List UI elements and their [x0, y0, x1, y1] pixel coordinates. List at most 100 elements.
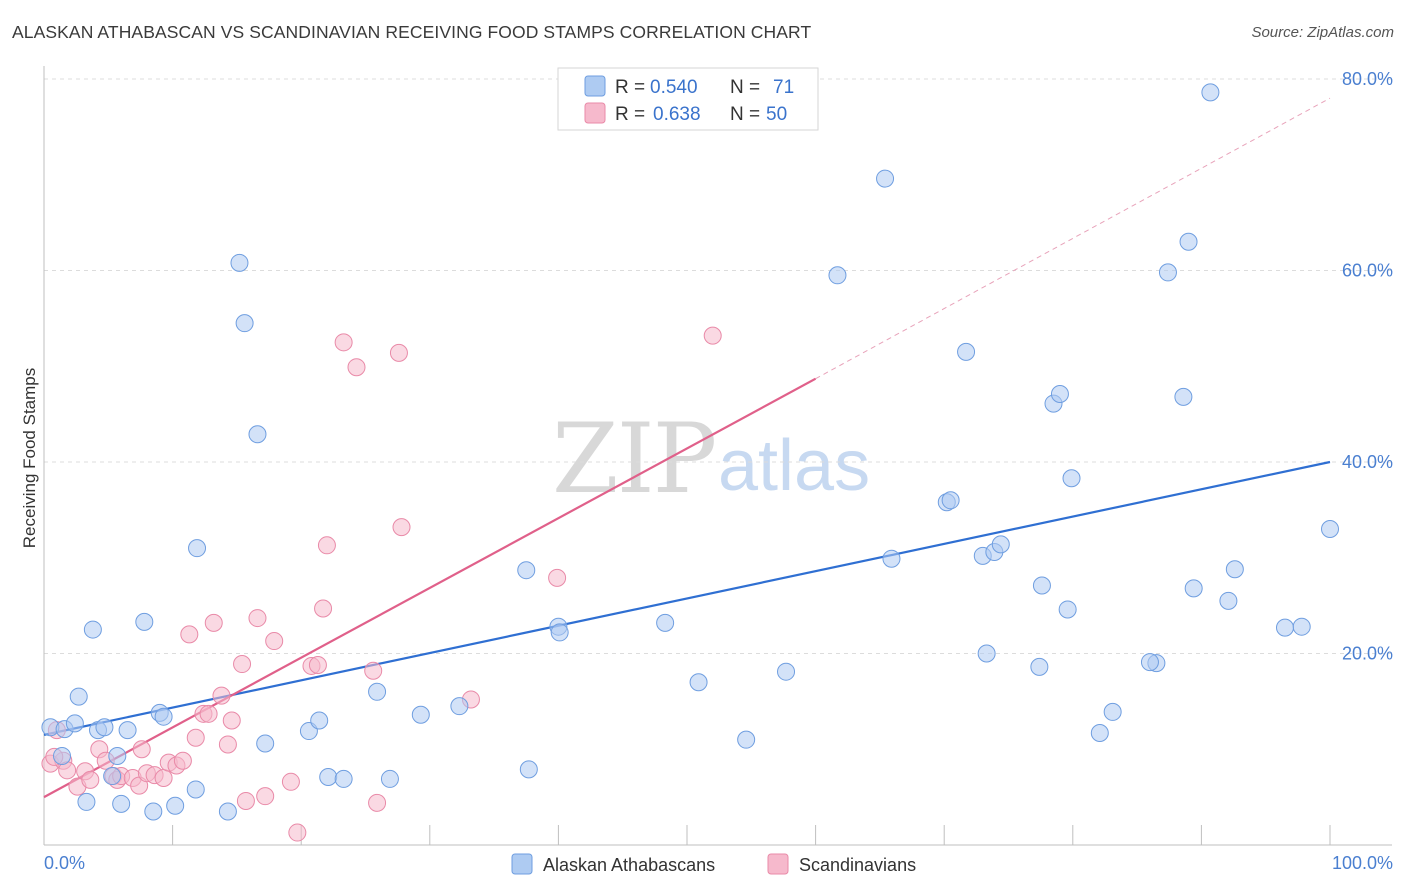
legend-n-value: 50	[766, 104, 787, 125]
legend-r-label: R =	[615, 77, 645, 98]
data-point-pink	[199, 704, 218, 723]
data-point-pink	[218, 735, 237, 754]
bottom-legend-label-athabascans: Alaskan Athabascans	[543, 855, 715, 875]
data-point-blue	[1225, 560, 1244, 579]
data-point-pink	[703, 326, 722, 345]
tick-labels: 20.0% 40.0% 60.0% 80.0% 0.0% 100.0%	[44, 69, 1393, 873]
data-point-pink	[212, 686, 231, 705]
data-point-pink	[204, 613, 223, 632]
data-point-blue	[1103, 702, 1122, 721]
watermark: ZIP atlas	[552, 403, 870, 515]
data-point-pink	[314, 599, 333, 618]
data-point-blue	[166, 796, 185, 815]
data-point-blue	[876, 169, 895, 188]
watermark-atlas: atlas	[718, 426, 870, 506]
data-point-blue	[186, 780, 205, 799]
series-legend: Alaskan Athabascans Scandinavians	[511, 853, 916, 875]
data-point-blue	[248, 425, 267, 444]
data-point-blue	[737, 730, 756, 749]
data-point-blue	[656, 613, 675, 632]
data-point-blue	[1140, 653, 1159, 672]
data-point-blue	[1158, 263, 1177, 282]
data-point-blue	[1062, 469, 1081, 488]
data-point-blue	[95, 718, 114, 737]
watermark-zip: ZIP	[552, 403, 715, 515]
y-axis-title: Receiving Food Stamps	[20, 368, 39, 548]
data-point-blue	[957, 342, 976, 361]
y-tick-label: 80.0%	[1342, 69, 1393, 89]
data-point-blue	[519, 760, 538, 779]
data-point-blue	[368, 682, 387, 701]
data-point-blue	[1219, 591, 1238, 610]
data-point-blue	[882, 549, 901, 568]
legend-swatch-blue	[584, 75, 606, 97]
data-point-pink	[132, 740, 151, 759]
legend-n-label: N =	[730, 77, 760, 98]
data-point-blue	[1201, 83, 1220, 102]
data-point-pink	[317, 536, 336, 555]
data-point-blue	[218, 802, 237, 821]
data-point-blue	[1058, 600, 1077, 619]
data-point-blue	[103, 767, 122, 786]
data-point-blue	[991, 535, 1010, 554]
data-point-blue	[108, 746, 127, 765]
data-point-blue	[1032, 576, 1051, 595]
y-tick-label: 20.0%	[1342, 644, 1393, 664]
data-point-blue	[77, 792, 96, 811]
data-point-blue	[1050, 385, 1069, 404]
correlation-legend: R = 0.540 N = 71 R = 0.638 N = 50	[557, 67, 819, 131]
data-point-pink	[180, 625, 199, 644]
data-point-blue	[689, 673, 708, 692]
data-point-blue	[1090, 723, 1109, 742]
data-point-pink	[173, 751, 192, 770]
source-credit: Source: ZipAtlas.com	[1251, 24, 1394, 41]
x-tick-label: 0.0%	[44, 853, 85, 873]
data-point-blue	[1030, 657, 1049, 676]
trend-line-blue	[43, 460, 1331, 736]
data-point-pink	[236, 791, 255, 810]
chart-title: ALASKAN ATHABASCAN VS SCANDINAVIAN RECEI…	[12, 22, 812, 42]
legend-r-value: 0.540	[650, 77, 698, 98]
data-point-blue	[977, 644, 996, 663]
data-point-pink	[222, 711, 241, 730]
legend-swatch-pink	[584, 102, 606, 124]
data-point-pink	[248, 609, 267, 628]
data-point-blue	[411, 705, 430, 724]
data-point-blue	[777, 662, 796, 681]
data-point-blue	[1292, 617, 1311, 636]
data-point-blue	[144, 802, 163, 821]
data-point-blue	[310, 711, 329, 730]
data-point-blue	[450, 697, 469, 716]
data-point-pink	[334, 333, 353, 352]
data-point-pink	[281, 772, 300, 791]
data-point-pink	[308, 655, 327, 674]
data-point-blue	[1275, 618, 1294, 637]
data-point-blue	[53, 746, 72, 765]
legend-n-value: 71	[773, 77, 794, 98]
data-point-blue	[1184, 579, 1203, 598]
data-point-blue	[319, 768, 338, 787]
data-point-blue	[235, 314, 254, 333]
data-point-blue	[154, 707, 173, 726]
data-point-pink	[548, 568, 567, 587]
legend-r-label: R =	[615, 104, 645, 125]
data-point-pink	[347, 358, 366, 377]
data-point-blue	[65, 714, 84, 733]
data-point-blue	[118, 721, 137, 740]
legend-n-label: N =	[730, 104, 760, 125]
data-point-pink	[364, 661, 383, 680]
scandinavians-points	[41, 326, 722, 842]
data-point-pink	[256, 787, 275, 806]
data-point-pink	[389, 343, 408, 362]
data-point-blue	[380, 769, 399, 788]
data-point-blue	[135, 612, 154, 631]
data-point-blue	[550, 623, 569, 642]
data-point-blue	[334, 769, 353, 788]
data-point-blue	[188, 539, 207, 558]
trend-line-pink	[43, 377, 817, 799]
athabascans-points	[41, 83, 1339, 821]
data-point-blue	[83, 620, 102, 639]
bottom-legend-swatch-blue	[511, 853, 533, 875]
trend-line-extension-pink	[815, 97, 1331, 380]
data-point-blue	[230, 253, 249, 272]
